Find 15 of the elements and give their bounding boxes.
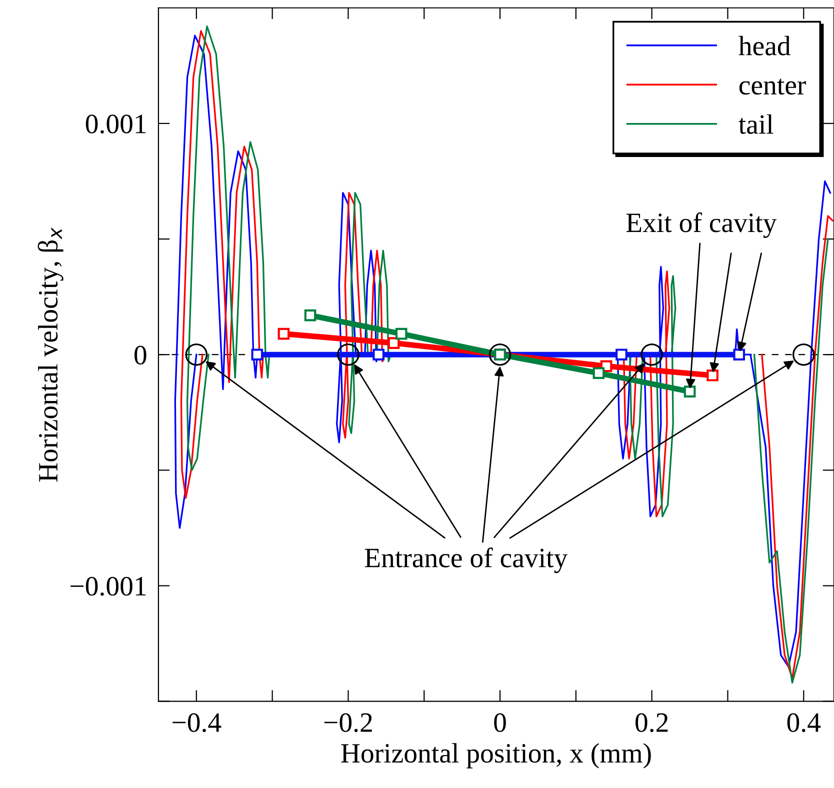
legend-label: head (738, 36, 790, 56)
x-tick-label: −0.4 (172, 713, 222, 732)
y-tick-label: −0.001 (70, 576, 146, 596)
annotation: Exit of cavity (626, 212, 777, 238)
y-tick-label: 0 (134, 346, 146, 365)
x-tick-label: −0.2 (324, 713, 372, 732)
x-tick-label: 0.4 (787, 713, 821, 732)
y-axis-title: Horizontal velocity, β$_{x}$ (38, 227, 64, 482)
y-tick-label: 0.001 (86, 114, 146, 134)
x-tick-label: 0.2 (636, 713, 668, 732)
x-axis-title: Horizontal position, x (mm) (341, 743, 651, 768)
legend-label: center (739, 78, 806, 95)
legend-label: tail (738, 114, 774, 134)
annotation: Entrance of cavity (364, 548, 568, 574)
x-tick-label: 0 (494, 713, 506, 732)
